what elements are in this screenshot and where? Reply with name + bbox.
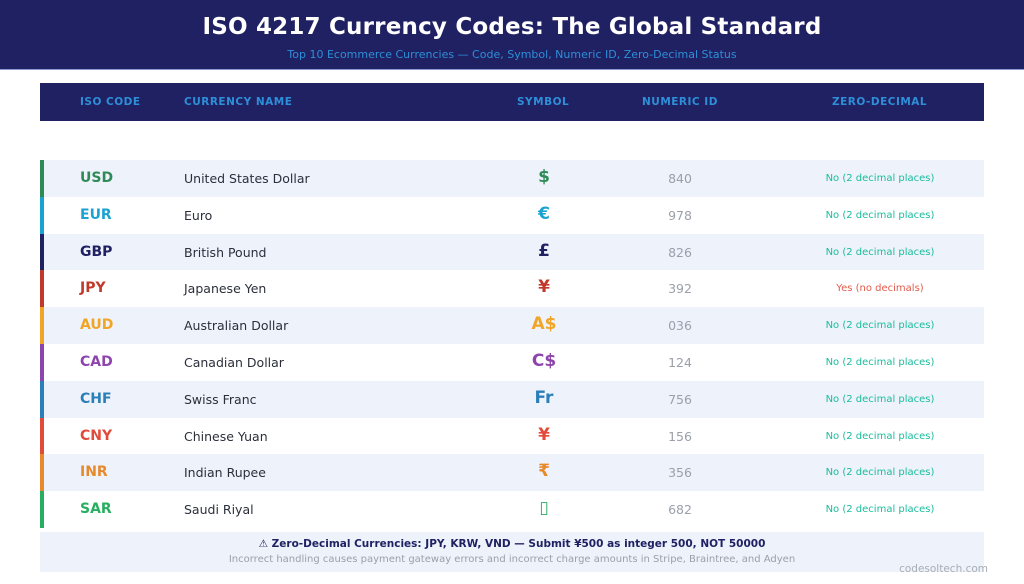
zero-decimal-status: No (2 decimal places): [825, 467, 935, 479]
currency-symbol-icon: ¥: [538, 277, 550, 298]
warning-text: ⚠ Zero-Decimal Currencies: JPY, KRW, VND…: [258, 538, 766, 550]
currency-symbol-icon: C$: [531, 350, 557, 371]
zero-decimal-status: No (2 decimal places): [825, 209, 935, 221]
row-accent-bar: [40, 380, 44, 418]
currency-table-body: USD United States Dollar $840 No (2 decimal…: [40, 160, 984, 528]
iso-code: USD: [80, 170, 114, 186]
iso-code: SAR: [80, 501, 112, 518]
table-row: SAR Saudi Riyal ▯ 682 No (2 decimal places): [40, 491, 984, 528]
row-accent-bar: [40, 270, 44, 308]
warning-detail: Incorrect handling causes payment gatewa…: [228, 554, 796, 565]
zero-decimal-status: No (2 decimal places): [825, 356, 935, 368]
zero-decimal-status: No (2 decimal places): [825, 246, 935, 258]
column-header-zero-decimal: ZERO-DECIMAL: [832, 96, 928, 108]
zero-decimal-status: No (2 decimal places): [825, 320, 935, 332]
iso-code: CHF: [80, 390, 112, 407]
currency-symbol-icon: $: [538, 167, 550, 187]
currency-name: Euro: [184, 207, 213, 223]
currency-symbol-icon: ▯: [539, 498, 549, 519]
currency-symbol-icon: €: [538, 203, 550, 224]
table-row: AUD Australian Dollar A$ 036 No (2 decimal p…: [40, 307, 984, 344]
iso-code: JPY: [80, 280, 106, 297]
currency-symbol-icon: ₹: [538, 461, 550, 482]
row-accent-bar: [40, 307, 44, 344]
table-row: EUR Euro €978 No (2 decimal places): [40, 196, 984, 234]
numeric-id: 756: [668, 391, 692, 407]
table-row: CAD Canadian Dollar C$ 124 No (2 decimal pla…: [40, 343, 984, 381]
currency-name: Saudi Riyal: [184, 502, 254, 518]
currency-name: Canadian Dollar: [184, 354, 284, 370]
column-header-numeric-id: NUMERIC ID: [642, 96, 718, 108]
iso-code: INR: [80, 464, 108, 481]
currency-symbol-icon: A$: [531, 314, 557, 335]
iso-code: GBP: [80, 243, 113, 260]
zero-decimal-status: No (2 decimal places): [825, 393, 935, 405]
currency-symbol-icon: Fr: [534, 387, 554, 408]
table-row: GBP British Pound £826 No (2 decimal places…: [40, 233, 984, 271]
currency-name: British Pound: [184, 244, 267, 260]
table-row: CNY Chinese Yuan ¥156 No (2 decimal places): [40, 417, 984, 455]
column-header-symbol: SYMBOL: [517, 96, 570, 108]
numeric-id: 036: [668, 318, 692, 334]
row-accent-bar: [40, 233, 44, 271]
currency-name: Swiss Franc: [184, 391, 257, 407]
page-title: ISO 4217 Currency Codes: The Global Stan…: [202, 14, 822, 40]
currency-symbol-icon: ¥: [538, 424, 550, 445]
row-accent-bar: [40, 454, 44, 492]
currency-name: Chinese Yuan: [184, 428, 268, 444]
row-accent-bar: [40, 343, 44, 381]
numeric-id: 826: [668, 244, 692, 260]
numeric-id: 978: [668, 207, 692, 223]
row-accent-bar: [40, 196, 44, 234]
table-row: CHF Swiss Franc Fr 756 No (2 decimal places): [40, 380, 984, 418]
table-row: JPY Japanese Yen ¥392 Yes (no decimals): [40, 270, 984, 308]
iso-code: CAD: [80, 353, 113, 370]
currency-name: United States Dollar: [184, 171, 310, 186]
page-header: ISO 4217 Currency Codes: The Global Stan…: [0, 0, 1024, 70]
numeric-id: 392: [668, 281, 692, 297]
row-accent-bar: [40, 160, 44, 197]
site-watermark: codesoltech.com: [899, 563, 988, 575]
zero-decimal-note: ⚠ Zero-Decimal Currencies: JPY, KRW, VND…: [40, 532, 984, 572]
currency-name: Australian Dollar: [184, 318, 289, 334]
iso-code: AUD: [80, 317, 114, 334]
numeric-id: 682: [668, 502, 692, 518]
page-subtitle: Top 10 Ecommerce Currencies — Code, Symb…: [287, 48, 737, 61]
column-header-iso-code: ISO CODE: [80, 96, 141, 108]
table-header: ISO CODE CURRENCY NAME SYMBOL NUMERIC ID…: [40, 83, 984, 121]
row-accent-bar: [40, 417, 44, 455]
table-row: INR Indian Rupee ₹356 No (2 decimal places): [40, 454, 984, 492]
currency-name: Japanese Yen: [184, 281, 267, 297]
numeric-id: 156: [668, 428, 692, 444]
table-row: USD United States Dollar $840 No (2 decimal…: [40, 160, 984, 197]
currency-name: Indian Rupee: [184, 465, 266, 481]
iso-code: EUR: [80, 206, 112, 223]
zero-decimal-status: No (2 decimal places): [825, 504, 935, 516]
iso-code: CNY: [80, 427, 113, 444]
column-header-currency-name: CURRENCY NAME: [184, 96, 293, 108]
numeric-id: 840: [668, 171, 692, 186]
numeric-id: 124: [668, 354, 692, 370]
zero-decimal-status: No (2 decimal places): [825, 430, 935, 442]
numeric-id: 356: [668, 465, 692, 481]
zero-decimal-status: Yes (no decimals): [836, 283, 924, 295]
row-accent-bar: [40, 491, 44, 528]
currency-symbol-icon: £: [538, 240, 550, 261]
zero-decimal-status: No (2 decimal places): [825, 173, 935, 184]
